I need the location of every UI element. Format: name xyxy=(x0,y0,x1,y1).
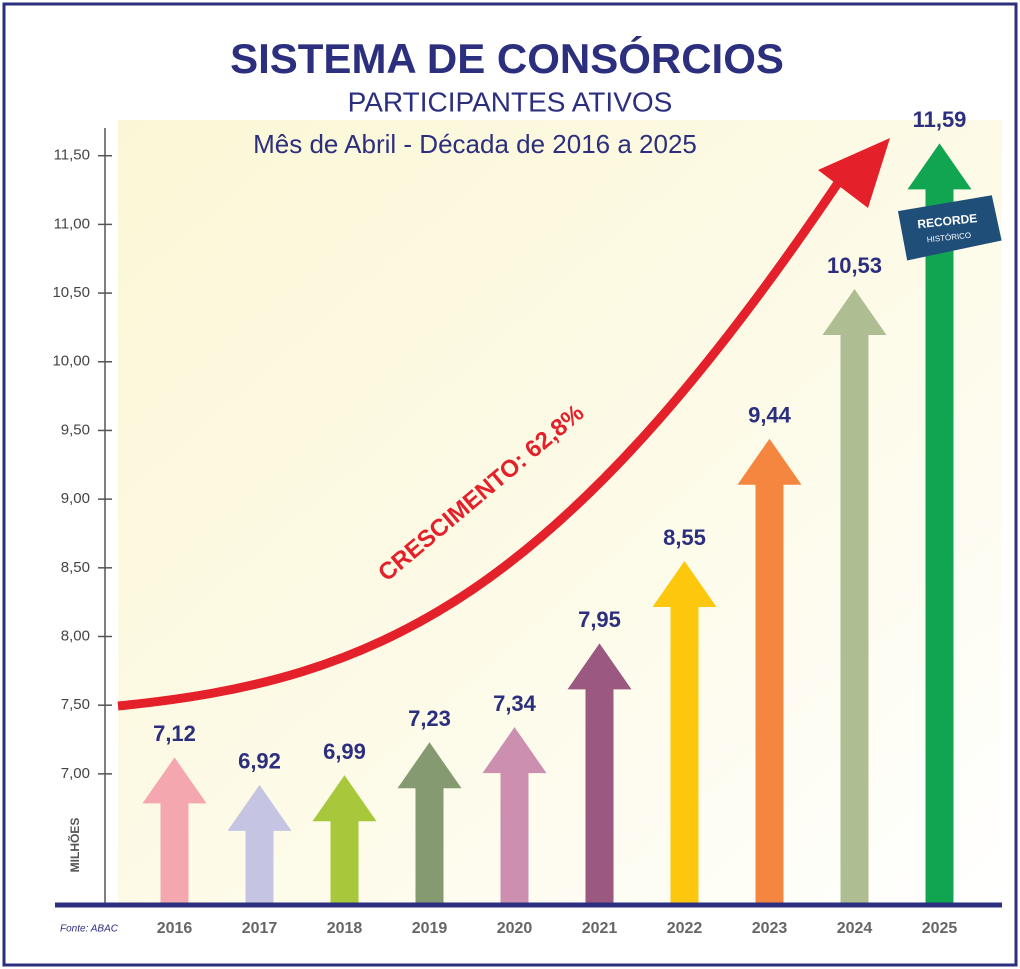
arrow-bar xyxy=(907,143,972,903)
value-label: 9,44 xyxy=(748,403,792,428)
value-label: 7,12 xyxy=(153,721,196,746)
y-tick-label: 11,50 xyxy=(54,147,90,164)
x-tick-label: 2025 xyxy=(922,920,958,937)
chart-subtitle: PARTICIPANTES ATIVOS xyxy=(348,86,673,117)
y-tick-label: 7,50 xyxy=(61,696,90,713)
x-tick-label: 2020 xyxy=(497,920,533,937)
arrow-bar xyxy=(312,775,377,903)
arrow-bar xyxy=(142,757,207,903)
y-tick-label: 8,00 xyxy=(61,627,90,644)
arrow-bar xyxy=(567,643,632,903)
arrow-bar xyxy=(822,288,887,904)
x-tick-label: 2022 xyxy=(667,920,703,937)
y-tick-label: 7,00 xyxy=(61,765,90,782)
growth-arrowhead xyxy=(818,138,890,208)
value-label: 6,99 xyxy=(323,739,366,764)
y-tick-label: 9,00 xyxy=(61,490,90,507)
x-tick-label: 2016 xyxy=(157,920,193,937)
arrow-bar xyxy=(227,784,292,903)
value-label: 11,59 xyxy=(913,107,967,132)
x-tick-label: 2023 xyxy=(752,920,788,937)
value-label: 7,95 xyxy=(578,607,621,632)
y-axis-label: MILHÕES xyxy=(67,818,82,873)
value-label: 6,92 xyxy=(238,749,281,774)
arrow-bar xyxy=(397,742,462,903)
growth-curve xyxy=(117,162,854,711)
plot-background xyxy=(118,120,1002,903)
y-tick-label: 8,50 xyxy=(61,559,90,576)
y-tick-label: 10,00 xyxy=(52,353,90,370)
badge-title: RECORDE xyxy=(917,211,978,231)
y-tick-label: 10,50 xyxy=(52,284,90,301)
x-tick-label: 2018 xyxy=(327,920,363,937)
arrow-bar xyxy=(652,560,717,903)
x-tick-label: 2017 xyxy=(242,920,278,937)
badge-shape xyxy=(897,195,1002,261)
source: Fonte: ABAC xyxy=(60,924,119,935)
value-label: 7,23 xyxy=(408,706,451,731)
value-label: 10,53 xyxy=(827,253,882,278)
chart-title: SISTEMA DE CONSÓRCIOS xyxy=(230,34,784,82)
y-tick-label: 11,00 xyxy=(54,215,90,232)
y-tick-label: 9,50 xyxy=(61,421,90,438)
arrow-bar xyxy=(737,438,802,903)
record-badge: RECORDE HISTÓRICO xyxy=(897,195,1002,261)
chart-period: Mês de Abril - Década de 2016 a 2025 xyxy=(253,129,697,159)
x-tick-label: 2019 xyxy=(412,920,448,937)
x-tick-label: 2024 xyxy=(837,920,873,937)
arrow-bar xyxy=(482,727,547,903)
value-label: 7,34 xyxy=(493,691,537,716)
x-tick-label: 2021 xyxy=(582,920,618,937)
value-label: 8,55 xyxy=(663,525,706,550)
